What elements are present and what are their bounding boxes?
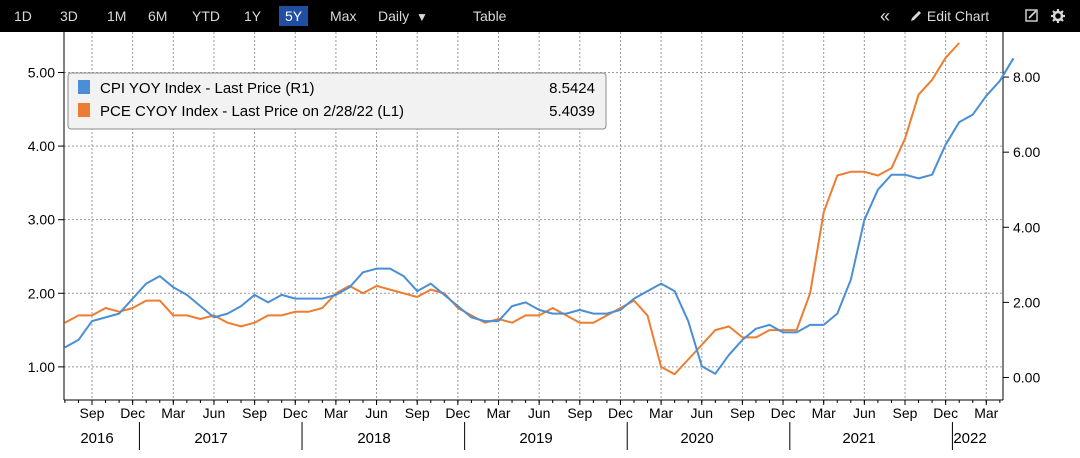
x-tick-label: Dec: [771, 405, 796, 421]
range-5y-button[interactable]: 5Y: [279, 6, 309, 26]
pce-series-line: [64, 42, 960, 376]
range-max-button[interactable]: Max: [330, 8, 357, 24]
range-3d-button[interactable]: 3D: [60, 8, 78, 24]
legend-swatch-cpi: [78, 80, 90, 94]
legend-value-cpi: 8.5424: [549, 80, 595, 97]
edit-chart-button[interactable]: Edit Chart: [909, 0, 989, 32]
x-tick-label: Dec: [283, 405, 308, 421]
x-tick-label: Jun: [365, 405, 388, 421]
legend-label-pce: PCE CYOY Index - Last Price on 2/28/22 (…: [100, 103, 404, 120]
legend-swatch-pce: [78, 103, 90, 117]
year-label: 2017: [194, 430, 227, 447]
grid: [64, 32, 1003, 400]
x-tick-label: Jun: [203, 405, 226, 421]
year-label: 2019: [519, 430, 552, 447]
legend-box: [67, 72, 607, 130]
x-tick-label: Jun: [690, 405, 713, 421]
year-label: 2016: [80, 430, 113, 447]
left-tick-label: 2.00: [28, 285, 55, 301]
right-tick-label: 8.00: [1013, 69, 1040, 85]
x-tick-label: Mar: [161, 405, 185, 421]
x-tick-label: Sep: [405, 405, 430, 421]
legend-label-cpi: CPI YOY Index - Last Price (R1): [100, 80, 315, 97]
axes: 1.00 2.00 3.00 4.00 5.00 0.00 2.00 4.00 6.00 8.00…: [28, 32, 1040, 450]
left-tick-label: 4.00: [28, 138, 55, 154]
range-1y-button[interactable]: 1Y: [244, 8, 262, 24]
gear-icon[interactable]: [1050, 0, 1066, 32]
x-tick-label: Dec: [120, 405, 145, 421]
x-tick-label: Sep: [730, 405, 755, 421]
x-tick-label: Mar: [812, 405, 836, 421]
toolbar: 1D 3D 1M 6M YTD 1Y 5Y Max Daily ▼ Table …: [0, 0, 1080, 32]
periodicity-dropdown[interactable]: Daily ▼: [378, 0, 428, 32]
x-tick-label: Sep: [893, 405, 918, 421]
left-tick-label: 3.00: [28, 212, 55, 228]
x-tick-label: Mar: [324, 405, 348, 421]
range-1d-button[interactable]: 1D: [14, 8, 32, 24]
range-6m-button[interactable]: 6M: [148, 8, 168, 24]
x-tick-label: Dec: [608, 405, 633, 421]
chevron-down-icon: ▼: [416, 10, 428, 24]
legend: CPI YOY Index - Last Price (R1) 8.5424 P…: [67, 72, 607, 130]
x-tick-label: Dec: [445, 405, 470, 421]
range-ytd-button[interactable]: YTD: [192, 8, 220, 24]
x-tick-label: Dec: [933, 405, 958, 421]
right-tick-label: 0.00: [1013, 369, 1040, 385]
pencil-icon: [909, 8, 927, 24]
right-tick-label: 4.00: [1013, 219, 1040, 235]
right-tick-label: 2.00: [1013, 294, 1040, 310]
year-label: 2022: [953, 430, 986, 447]
collapse-icon[interactable]: «: [880, 6, 891, 26]
x-tick-label: Mar: [486, 405, 510, 421]
x-tick-label: Jun: [528, 405, 551, 421]
edit-icon[interactable]: [1025, 0, 1039, 32]
x-tick-label: Sep: [80, 405, 105, 421]
legend-value-pce: 5.4039: [549, 103, 595, 120]
edit-chart-label: Edit Chart: [926, 8, 990, 24]
cpi-series-line: [64, 57, 1015, 375]
left-tick-label: 1.00: [28, 359, 55, 375]
year-label: 2021: [842, 430, 875, 447]
left-tick-label: 5.00: [28, 64, 55, 80]
table-button[interactable]: Table: [473, 8, 507, 24]
x-tick-label: Sep: [567, 405, 592, 421]
right-tick-label: 6.00: [1013, 144, 1040, 160]
year-label: 2020: [680, 430, 713, 447]
x-tick-label: Mar: [974, 405, 998, 421]
series-lines: [64, 42, 1015, 376]
range-1m-button[interactable]: 1M: [107, 8, 127, 24]
x-tick-label: Jun: [853, 405, 876, 421]
x-tick-label: Mar: [649, 405, 673, 421]
year-label: 2018: [357, 430, 390, 447]
x-tick-label: Sep: [242, 405, 267, 421]
periodicity-label: Daily: [378, 8, 410, 24]
